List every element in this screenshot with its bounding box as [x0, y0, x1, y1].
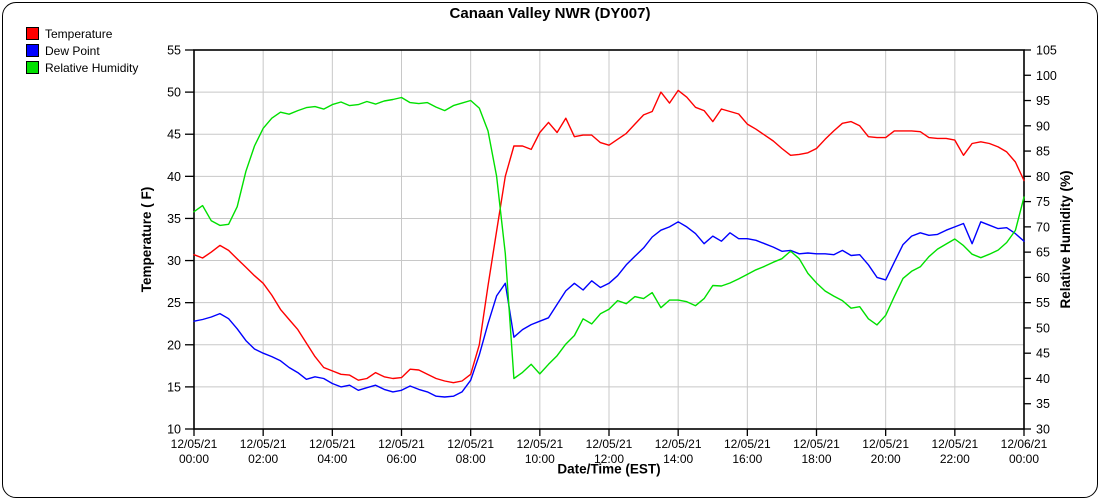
svg-text:35: 35	[1036, 397, 1050, 411]
svg-text:45: 45	[167, 128, 181, 142]
svg-text:55: 55	[1036, 296, 1050, 310]
legend-label-temperature: Temperature	[45, 26, 113, 41]
legend: Temperature Dew Point Relative Humidity	[26, 25, 138, 76]
svg-text:40: 40	[1036, 372, 1050, 386]
svg-text:12/05/21: 12/05/21	[724, 437, 771, 451]
legend-item-relative-humidity: Relative Humidity	[26, 59, 138, 76]
legend-label-relative-humidity: Relative Humidity	[45, 60, 139, 75]
legend-item-temperature: Temperature	[26, 25, 138, 42]
svg-text:12/05/21: 12/05/21	[586, 437, 633, 451]
svg-text:60: 60	[1036, 271, 1050, 285]
temperature-swatch-icon	[26, 27, 39, 40]
svg-text:50: 50	[167, 86, 181, 100]
svg-text:95: 95	[1036, 94, 1050, 108]
dew-point-swatch-icon	[26, 44, 39, 57]
svg-text:80: 80	[1036, 170, 1050, 184]
svg-text:12/05/21: 12/05/21	[240, 437, 287, 451]
svg-text:55: 55	[167, 44, 181, 58]
svg-text:30: 30	[167, 254, 181, 268]
svg-text:14:00: 14:00	[663, 452, 693, 466]
legend-label-dew-point: Dew Point	[45, 43, 100, 58]
svg-text:00:00: 00:00	[179, 452, 209, 466]
svg-text:20: 20	[167, 338, 181, 352]
svg-text:12/05/21: 12/05/21	[447, 437, 494, 451]
svg-text:50: 50	[1036, 321, 1050, 335]
svg-text:04:00: 04:00	[317, 452, 347, 466]
svg-text:12/05/21: 12/05/21	[793, 437, 840, 451]
relative-humidity-swatch-icon	[26, 61, 39, 74]
svg-text:Temperature ( F): Temperature ( F)	[139, 187, 154, 293]
svg-text:15: 15	[167, 380, 181, 394]
svg-text:65: 65	[1036, 246, 1050, 260]
svg-text:12/05/21: 12/05/21	[516, 437, 563, 451]
svg-text:10: 10	[167, 423, 181, 437]
svg-text:12/05/21: 12/05/21	[862, 437, 909, 451]
svg-text:70: 70	[1036, 220, 1050, 234]
legend-item-dew-point: Dew Point	[26, 42, 138, 59]
svg-text:105: 105	[1036, 44, 1057, 58]
svg-text:08:00: 08:00	[456, 452, 486, 466]
svg-text:12/05/21: 12/05/21	[655, 437, 702, 451]
chart-title: Canaan Valley NWR (DY007)	[449, 5, 651, 22]
svg-text:20:00: 20:00	[871, 452, 901, 466]
svg-text:02:00: 02:00	[248, 452, 278, 466]
svg-text:75: 75	[1036, 195, 1050, 209]
svg-text:12/05/21: 12/05/21	[171, 437, 218, 451]
svg-text:40: 40	[167, 170, 181, 184]
svg-text:30: 30	[1036, 423, 1050, 437]
svg-text:85: 85	[1036, 145, 1050, 159]
svg-text:12/05/21: 12/05/21	[931, 437, 978, 451]
svg-text:45: 45	[1036, 347, 1050, 361]
svg-text:16:00: 16:00	[732, 452, 762, 466]
svg-text:00:00: 00:00	[1009, 452, 1039, 466]
svg-text:10:00: 10:00	[525, 452, 555, 466]
svg-text:100: 100	[1036, 69, 1057, 83]
svg-text:12:00: 12:00	[594, 452, 624, 466]
svg-text:12/06/21: 12/06/21	[1001, 437, 1048, 451]
svg-text:22:00: 22:00	[940, 452, 970, 466]
svg-text:Date/Time (EST): Date/Time (EST)	[557, 462, 660, 477]
svg-text:12/05/21: 12/05/21	[378, 437, 425, 451]
svg-text:90: 90	[1036, 119, 1050, 133]
svg-text:35: 35	[167, 212, 181, 226]
svg-text:06:00: 06:00	[386, 452, 416, 466]
svg-text:25: 25	[167, 296, 181, 310]
svg-text:12/05/21: 12/05/21	[309, 437, 356, 451]
svg-text:18:00: 18:00	[801, 452, 831, 466]
svg-text:Relative Humidity (%): Relative Humidity (%)	[1058, 170, 1073, 308]
